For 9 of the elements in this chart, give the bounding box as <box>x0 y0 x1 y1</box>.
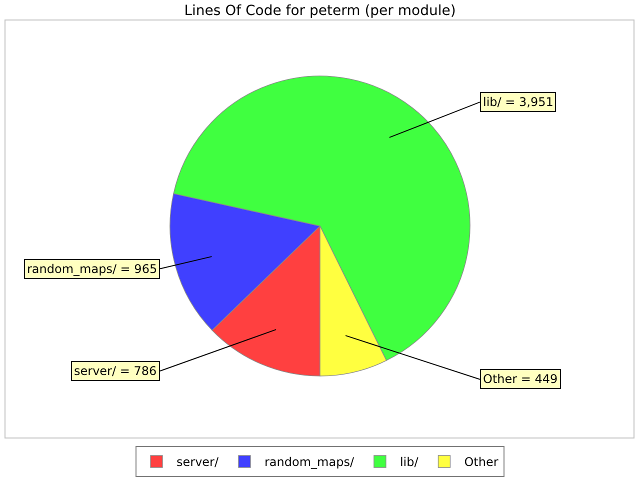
data-label: server/ = 786 <box>74 364 157 378</box>
data-label: Other = 449 <box>483 372 558 386</box>
legend-label: Other <box>464 455 498 470</box>
legend-label: lib/ <box>400 455 420 470</box>
legend-label: random_maps/ <box>264 455 355 470</box>
data-label: lib/ = 3,951 <box>483 95 554 109</box>
chart-title: Lines Of Code for peterm (per module) <box>184 2 456 19</box>
legend-label: server/ <box>176 455 220 470</box>
data-label: random_maps/ = 965 <box>27 262 158 276</box>
